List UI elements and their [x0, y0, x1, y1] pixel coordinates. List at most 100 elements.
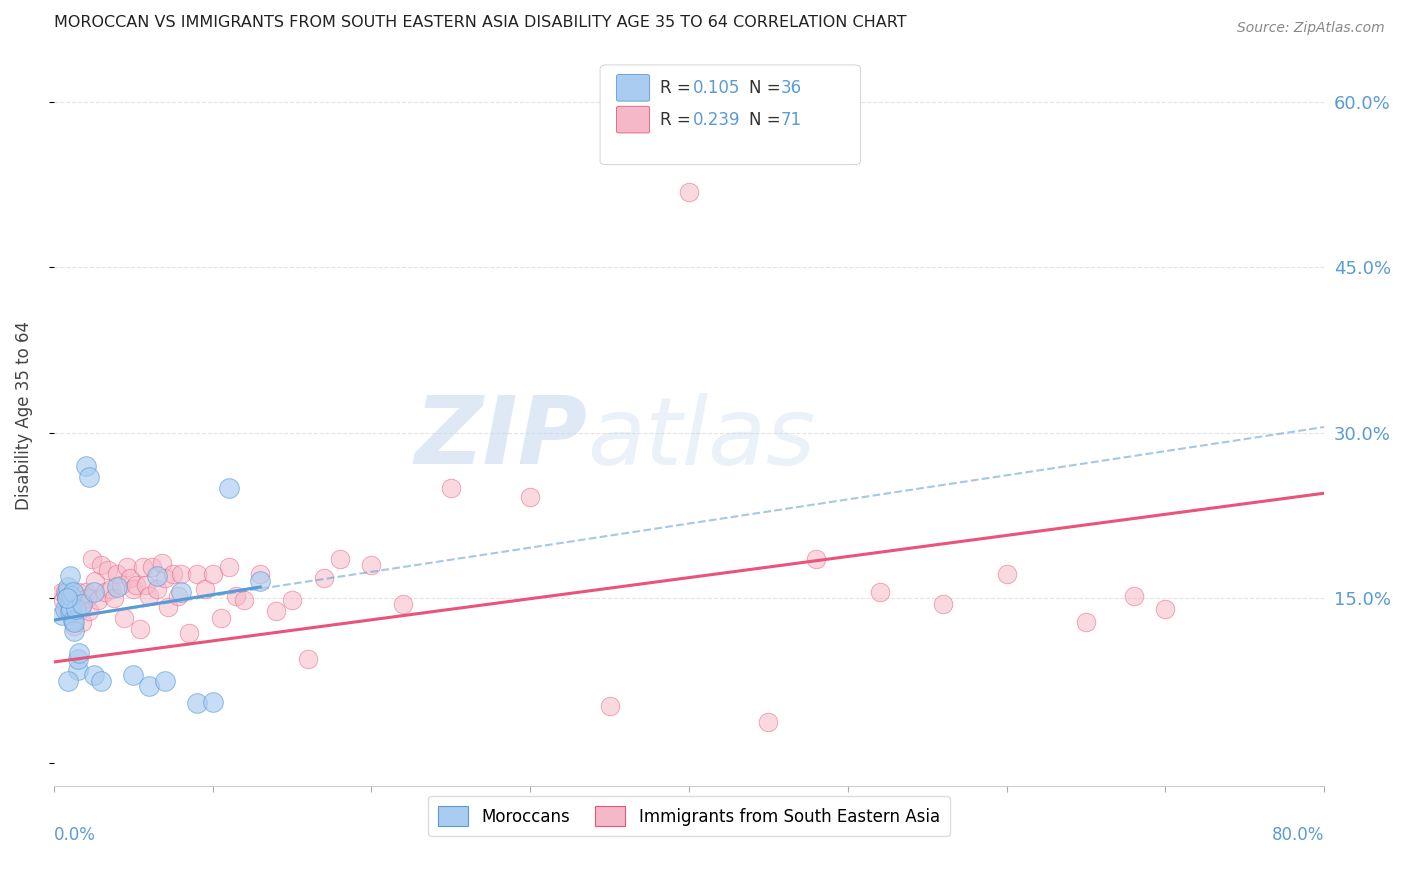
Point	[63, 618, 86, 632]
Point	[67, 593, 90, 607]
Point	[329, 552, 352, 566]
Point	[135, 578, 157, 592]
Point	[67, 646, 90, 660]
Point	[146, 569, 169, 583]
Point	[804, 552, 827, 566]
Point	[62, 613, 84, 627]
Point	[60, 589, 83, 603]
Point	[112, 611, 135, 625]
Point	[599, 699, 621, 714]
Point	[150, 556, 173, 570]
Point	[62, 585, 84, 599]
Text: 36: 36	[780, 78, 801, 97]
Point	[53, 585, 76, 599]
Point	[678, 185, 700, 199]
Point	[60, 607, 83, 622]
Point	[128, 622, 150, 636]
Point	[66, 651, 89, 665]
Point	[105, 580, 128, 594]
Point	[51, 607, 73, 622]
Point	[56, 580, 79, 594]
Point	[52, 593, 75, 607]
Point	[177, 626, 200, 640]
Point	[392, 597, 415, 611]
Point	[59, 589, 82, 603]
Point	[75, 585, 97, 599]
Point	[440, 481, 463, 495]
Point	[162, 566, 184, 581]
Point	[146, 582, 169, 597]
Point	[138, 679, 160, 693]
Legend: Moroccans, Immigrants from South Eastern Asia: Moroccans, Immigrants from South Eastern…	[429, 796, 950, 837]
Point	[186, 566, 208, 581]
Point	[218, 560, 240, 574]
Point	[77, 469, 100, 483]
Point	[360, 558, 382, 572]
Point	[97, 563, 120, 577]
Point	[122, 582, 145, 597]
Point	[138, 589, 160, 603]
Point	[72, 597, 94, 611]
Text: 0.239: 0.239	[693, 111, 741, 128]
Point	[297, 651, 319, 665]
Point	[87, 593, 110, 607]
Text: Source: ZipAtlas.com: Source: ZipAtlas.com	[1237, 21, 1385, 35]
Point	[141, 560, 163, 574]
Text: ZIP: ZIP	[415, 392, 588, 484]
Point	[186, 696, 208, 710]
Point	[59, 569, 82, 583]
Point	[157, 599, 180, 614]
Point	[55, 602, 77, 616]
Point	[59, 597, 82, 611]
Point	[1122, 589, 1144, 603]
Point	[55, 591, 77, 605]
Text: N =: N =	[749, 111, 786, 128]
Point	[995, 566, 1018, 581]
Point	[218, 481, 240, 495]
Point	[869, 585, 891, 599]
Point	[758, 714, 780, 729]
Point	[249, 566, 271, 581]
FancyBboxPatch shape	[600, 65, 860, 165]
Point	[153, 571, 176, 585]
Text: 80.0%: 80.0%	[1272, 826, 1324, 844]
Point	[1154, 602, 1177, 616]
Point	[103, 591, 125, 605]
Point	[77, 604, 100, 618]
Point	[132, 560, 155, 574]
Point	[115, 560, 138, 574]
Point	[83, 585, 105, 599]
Point	[1074, 615, 1097, 630]
Point	[56, 591, 79, 605]
Text: R =: R =	[659, 78, 696, 97]
Point	[194, 582, 217, 597]
Point	[65, 602, 87, 616]
Point	[201, 695, 224, 709]
Point	[75, 458, 97, 473]
Point	[125, 578, 148, 592]
Point	[249, 574, 271, 589]
Point	[110, 578, 132, 592]
Point	[83, 668, 105, 682]
Point	[153, 673, 176, 688]
Text: MOROCCAN VS IMMIGRANTS FROM SOUTH EASTERN ASIA DISABILITY AGE 35 TO 64 CORRELATI: MOROCCAN VS IMMIGRANTS FROM SOUTH EASTER…	[53, 15, 907, 30]
Point	[69, 602, 91, 616]
Text: R =: R =	[659, 111, 696, 128]
Point	[233, 593, 256, 607]
Point	[281, 593, 304, 607]
Point	[105, 566, 128, 581]
Point	[209, 611, 232, 625]
Point	[80, 552, 103, 566]
Text: atlas: atlas	[588, 392, 815, 483]
Point	[62, 615, 84, 630]
Point	[56, 673, 79, 688]
Point	[312, 571, 335, 585]
Point	[51, 585, 73, 599]
Point	[72, 615, 94, 630]
Point	[170, 566, 193, 581]
Point	[264, 604, 287, 618]
FancyBboxPatch shape	[617, 106, 650, 133]
Point	[63, 615, 86, 630]
Text: 71: 71	[780, 111, 801, 128]
Point	[170, 585, 193, 599]
